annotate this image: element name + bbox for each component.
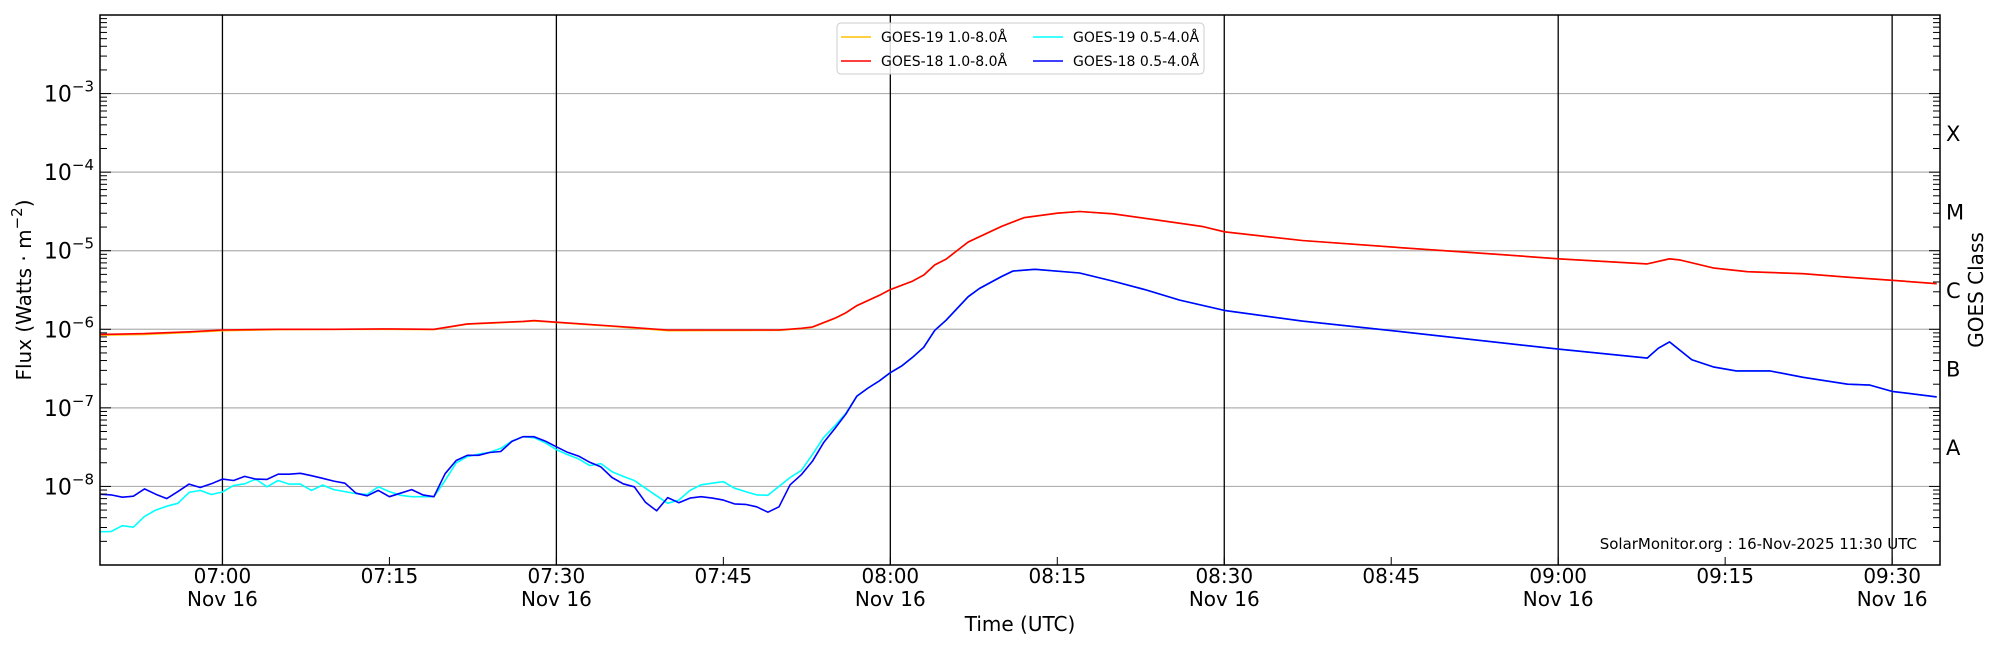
legend-label: GOES-18 1.0-8.0Å bbox=[881, 53, 1007, 70]
y-axis-title-main: Flux (Watts · m bbox=[12, 229, 36, 380]
y-tick-label: 10−5 bbox=[44, 235, 94, 265]
y-tick-label: 10−4 bbox=[44, 156, 94, 186]
goes-class-label: A bbox=[1946, 436, 1961, 460]
watermark-annotation: SolarMonitor.org : 16-Nov-2025 11:30 UTC bbox=[1600, 535, 1917, 553]
legend: GOES-19 1.0-8.0Å GOES-18 1.0-8.0Å GOES-19 … bbox=[836, 22, 1205, 75]
x-tick-label: 08:00 bbox=[862, 564, 920, 588]
x-tick-date-label: Nov 16 bbox=[855, 587, 926, 611]
plot-frame bbox=[99, 14, 1941, 566]
goes-class-label: C bbox=[1946, 279, 1961, 303]
right-axis-title: GOES Class bbox=[1964, 232, 1988, 348]
x-tick-label: 07:15 bbox=[361, 564, 419, 588]
goes-class-label: M bbox=[1946, 200, 1964, 224]
x-tick-label: 08:30 bbox=[1195, 564, 1253, 588]
x-tick-date-label: Nov 16 bbox=[187, 587, 258, 611]
x-tick-label: 09:00 bbox=[1529, 564, 1587, 588]
x-tick-label: 08:45 bbox=[1362, 564, 1420, 588]
x-tick-label: 09:15 bbox=[1696, 564, 1754, 588]
y-tick-label: 10−6 bbox=[44, 313, 94, 343]
y-axis-title-close: ) bbox=[12, 199, 36, 207]
x-tick-date-label: Nov 16 bbox=[1523, 587, 1594, 611]
x-tick-label: 07:45 bbox=[695, 564, 753, 588]
y-tick-label: 10−7 bbox=[44, 392, 94, 422]
legend-label: GOES-19 1.0-8.0Å bbox=[881, 29, 1007, 46]
y-tick-label: 10−8 bbox=[44, 470, 94, 500]
legend-label: GOES-19 0.5-4.0Å bbox=[1073, 29, 1199, 46]
y-axis-title-exp: −2 bbox=[8, 207, 26, 229]
x-tick-label: 07:30 bbox=[528, 564, 586, 588]
legend-box bbox=[836, 22, 1205, 75]
x-tick-label: 09:30 bbox=[1863, 564, 1921, 588]
x-tick-label: 07:00 bbox=[194, 564, 252, 588]
series-line-goes-18-0-5-4-0- bbox=[99, 268, 1937, 513]
series-line-goes-18-1-0-8-0- bbox=[99, 210, 1937, 336]
x-tick-label: 08:15 bbox=[1028, 564, 1086, 588]
x-axis-title: Time (UTC) bbox=[964, 612, 1076, 636]
legend-label: GOES-18 0.5-4.0Å bbox=[1073, 53, 1199, 70]
goes-class-label: B bbox=[1946, 358, 1960, 382]
y-tick-label: 10−3 bbox=[44, 78, 94, 108]
y-axis-title: Flux (Watts · m−2) bbox=[8, 199, 36, 380]
x-tick-date-label: Nov 16 bbox=[1189, 587, 1260, 611]
goes-class-label: X bbox=[1946, 122, 1960, 146]
grid bbox=[100, 15, 1940, 565]
series-lines bbox=[99, 210, 1937, 533]
x-tick-date-label: Nov 16 bbox=[521, 587, 592, 611]
x-tick-date-label: Nov 16 bbox=[1857, 587, 1928, 611]
